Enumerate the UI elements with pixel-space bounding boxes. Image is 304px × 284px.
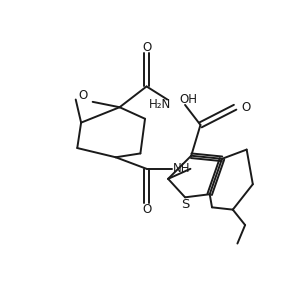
Text: S: S: [181, 198, 189, 211]
Text: NH: NH: [172, 162, 190, 175]
Text: O: O: [142, 41, 151, 54]
Text: O: O: [142, 203, 151, 216]
Text: O: O: [241, 101, 250, 114]
Text: OH: OH: [180, 93, 198, 106]
Text: H₂N: H₂N: [149, 99, 171, 111]
Text: O: O: [79, 89, 88, 102]
